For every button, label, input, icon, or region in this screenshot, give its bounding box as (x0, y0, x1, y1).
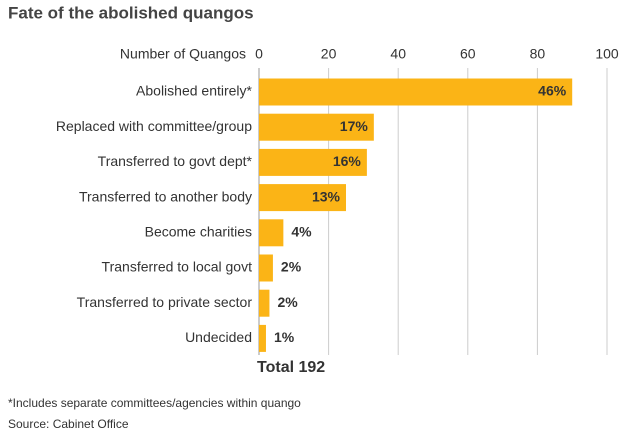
value-label: 16% (333, 153, 362, 169)
category-label: Undecided (185, 329, 252, 345)
footnote: *Includes separate committees/agencies w… (8, 396, 301, 410)
x-tick-label: 20 (321, 46, 337, 62)
bar (259, 148, 367, 176)
x-tick-label: 40 (390, 46, 406, 62)
category-label: Transferred to govt dept* (98, 153, 253, 169)
category-label: Transferred to another body (79, 188, 252, 204)
bar (259, 219, 284, 247)
category-label: Abolished entirely* (136, 83, 253, 99)
value-label: 13% (312, 188, 341, 204)
value-label: 2% (281, 259, 302, 275)
bar (259, 289, 270, 317)
bar (259, 78, 573, 106)
category-label: Transferred to local govt (102, 259, 253, 275)
source: Source: Cabinet Office (8, 417, 129, 431)
bar (259, 113, 374, 141)
x-tick-label: 0 (255, 46, 263, 62)
category-label: Transferred to private sector (77, 294, 253, 310)
value-label: 1% (274, 329, 295, 345)
value-label: 2% (277, 294, 298, 310)
x-tick-label: 80 (530, 46, 546, 62)
total-label: Total 192 (257, 359, 325, 376)
x-tick-label: 100 (595, 46, 619, 62)
bar (259, 324, 266, 352)
category-label: Replaced with committee/group (56, 118, 252, 134)
value-label: 46% (538, 83, 567, 99)
bar (259, 254, 273, 282)
chart-title: Fate of the abolished quangos (8, 3, 254, 22)
axis-label: Number of Quangos (120, 46, 246, 62)
value-label: 17% (340, 118, 369, 134)
bar (259, 184, 346, 212)
category-label: Become charities (145, 224, 252, 240)
value-label: 4% (291, 224, 312, 240)
x-tick-label: 60 (460, 46, 476, 62)
